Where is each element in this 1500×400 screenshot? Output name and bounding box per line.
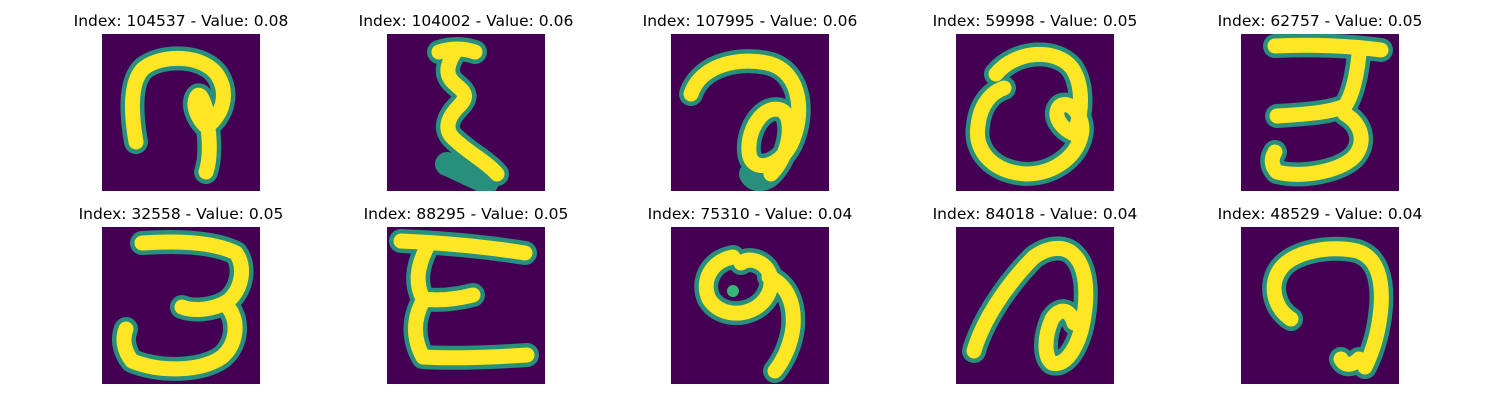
panel-title: Index: 59998 - Value: 0.05: [932, 12, 1138, 30]
handwritten-glyph-image: [671, 34, 829, 191]
handwritten-glyph-image: [956, 227, 1114, 384]
panel-title: Index: 48529 - Value: 0.04: [1217, 205, 1423, 223]
panel-title: Index: 88295 - Value: 0.05: [363, 205, 569, 223]
handwritten-glyph-image: [671, 227, 829, 384]
handwritten-glyph-image: [387, 227, 545, 384]
handwritten-glyph-image: [956, 34, 1114, 191]
handwritten-glyph-image: [102, 227, 260, 384]
handwritten-glyph-image: [1241, 34, 1399, 191]
handwritten-glyph-image: [387, 34, 545, 191]
panel-title: Index: 104537 - Value: 0.08: [73, 12, 289, 30]
handwritten-glyph-image: [1241, 227, 1399, 384]
panel-title: Index: 104002 - Value: 0.06: [358, 12, 574, 30]
panel-title: Index: 32558 - Value: 0.05: [78, 205, 284, 223]
panel-title: Index: 75310 - Value: 0.04: [647, 205, 853, 223]
panel-title: Index: 62757 - Value: 0.05: [1217, 12, 1423, 30]
handwritten-glyph-image: [102, 34, 260, 191]
panel-title: Index: 84018 - Value: 0.04: [932, 205, 1138, 223]
panel-title: Index: 107995 - Value: 0.06: [642, 12, 858, 30]
